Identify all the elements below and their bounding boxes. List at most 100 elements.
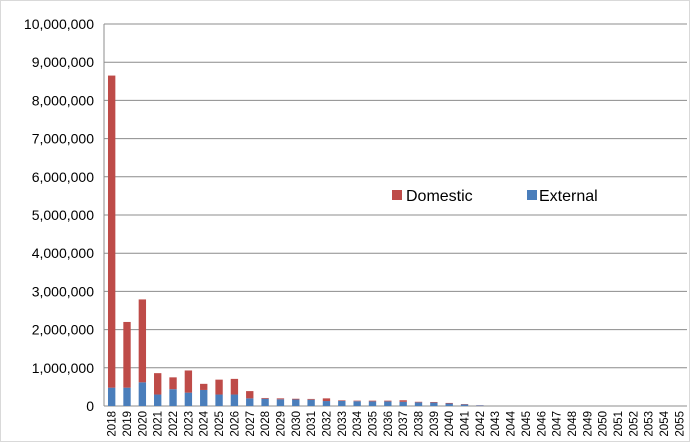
x-tick-label: 2035 bbox=[367, 411, 379, 437]
x-tick-label: 2032 bbox=[321, 411, 333, 437]
y-tick-label: 0 bbox=[86, 398, 94, 414]
x-tick-label: 2020 bbox=[137, 411, 149, 437]
x-tick-label: 2050 bbox=[598, 411, 610, 437]
legend-label-external: External bbox=[539, 188, 598, 205]
bar-domestic-2026 bbox=[231, 379, 238, 395]
bar-domestic-2028 bbox=[261, 398, 268, 399]
x-tick-label: 2052 bbox=[628, 411, 640, 437]
x-tick-label: 2051 bbox=[613, 411, 625, 437]
bar-external-2042 bbox=[476, 405, 483, 406]
bar-external-2039 bbox=[430, 403, 437, 406]
x-tick-label: 2038 bbox=[414, 411, 426, 437]
bar-domestic-2020 bbox=[139, 299, 146, 382]
x-tick-label: 2029 bbox=[275, 411, 287, 437]
y-tick-label: 2,000,000 bbox=[32, 322, 94, 338]
x-tick-label: 2031 bbox=[306, 411, 318, 437]
bar-domestic-2031 bbox=[307, 399, 314, 400]
y-tick-label: 3,000,000 bbox=[32, 283, 94, 299]
y-tick-label: 4,000,000 bbox=[32, 245, 94, 261]
x-tick-label: 2055 bbox=[674, 411, 686, 437]
bar-external-2041 bbox=[461, 404, 468, 406]
bar-external-2020 bbox=[139, 382, 146, 406]
x-tick-label: 2023 bbox=[183, 411, 195, 437]
x-tick-label: 2021 bbox=[153, 411, 165, 437]
bar-domestic-2018 bbox=[108, 76, 115, 388]
bar-external-2027 bbox=[246, 398, 253, 406]
bar-domestic-2036 bbox=[384, 401, 391, 402]
x-tick-label: 2022 bbox=[168, 411, 180, 437]
bar-external-2030 bbox=[292, 400, 299, 406]
bar-external-2018 bbox=[108, 388, 115, 406]
bar-external-2034 bbox=[353, 401, 360, 406]
x-tick-label: 2034 bbox=[352, 410, 364, 436]
bar-external-2035 bbox=[369, 401, 376, 406]
bar-external-2033 bbox=[338, 401, 345, 406]
y-axis-tick-labels: 0 1,000,000 2,000,000 3,000,000 4,000,000 5,0… bbox=[24, 16, 94, 414]
x-tick-label: 2024 bbox=[199, 410, 211, 436]
bar-external-2028 bbox=[261, 399, 268, 406]
bar-external-2022 bbox=[169, 389, 176, 406]
x-tick-label: 2053 bbox=[644, 411, 656, 437]
bar-external-2038 bbox=[415, 402, 422, 406]
bar-external-2026 bbox=[231, 395, 238, 406]
x-tick-label: 2054 bbox=[659, 410, 671, 436]
bar-domestic-2033 bbox=[338, 400, 345, 401]
x-tick-label: 2033 bbox=[337, 411, 349, 437]
bar-external-2025 bbox=[215, 395, 222, 406]
bar-external-2019 bbox=[123, 388, 130, 406]
bar-domestic-2035 bbox=[369, 401, 376, 402]
bar-domestic-2032 bbox=[323, 398, 330, 401]
y-tick-label: 10,000,000 bbox=[24, 16, 94, 32]
bar-domestic-2029 bbox=[277, 398, 284, 399]
x-tick-label: 2045 bbox=[521, 411, 533, 437]
bar-domestic-2038 bbox=[415, 402, 422, 403]
x-tick-label: 2044 bbox=[506, 410, 518, 436]
x-tick-label: 2026 bbox=[229, 411, 241, 437]
bar-domestic-2034 bbox=[353, 401, 360, 402]
x-tick-label: 2049 bbox=[582, 411, 594, 437]
bar-external-2021 bbox=[154, 395, 161, 406]
x-tick-label: 2047 bbox=[552, 411, 564, 437]
x-tick-label: 2039 bbox=[429, 411, 441, 437]
y-tick-label: 5,000,000 bbox=[32, 207, 94, 223]
y-tick-label: 6,000,000 bbox=[32, 169, 94, 185]
bar-external-2032 bbox=[323, 401, 330, 406]
bar-domestic-2024 bbox=[200, 384, 207, 390]
y-tick-label: 9,000,000 bbox=[32, 54, 94, 70]
bar-domestic-2030 bbox=[292, 399, 299, 400]
x-tick-label: 2042 bbox=[475, 411, 487, 437]
bar-external-2024 bbox=[200, 390, 207, 406]
bar-domestic-2019 bbox=[123, 322, 130, 388]
x-tick-label: 2048 bbox=[567, 411, 579, 437]
bar-domestic-2039 bbox=[430, 402, 437, 403]
x-tick-label: 2043 bbox=[490, 411, 502, 437]
x-tick-label: 2030 bbox=[291, 411, 303, 437]
bar-domestic-2023 bbox=[185, 370, 192, 392]
y-tick-label: 7,000,000 bbox=[32, 131, 94, 147]
x-tick-label: 2041 bbox=[460, 411, 472, 437]
y-tick-label: 8,000,000 bbox=[32, 92, 94, 108]
legend-swatch-domestic bbox=[392, 190, 402, 200]
x-tick-label: 2018 bbox=[107, 411, 119, 437]
y-tick-label: 1,000,000 bbox=[32, 360, 94, 376]
legend: Domestic External bbox=[392, 188, 598, 205]
x-tick-label: 2036 bbox=[383, 411, 395, 437]
x-tick-label: 2037 bbox=[398, 411, 410, 437]
bar-domestic-2021 bbox=[154, 373, 161, 394]
x-tick-label: 2025 bbox=[214, 411, 226, 437]
x-tick-label: 2028 bbox=[260, 411, 272, 437]
legend-swatch-external bbox=[527, 190, 537, 200]
bar-external-2031 bbox=[307, 400, 314, 406]
bar-domestic-2027 bbox=[246, 391, 253, 398]
bars bbox=[108, 76, 484, 406]
bar-external-2029 bbox=[277, 399, 284, 406]
bar-domestic-2022 bbox=[169, 377, 176, 389]
bar-external-2023 bbox=[185, 393, 192, 406]
bar-external-2037 bbox=[399, 402, 406, 406]
legend-label-domestic: Domestic bbox=[406, 188, 473, 205]
bar-external-2040 bbox=[446, 404, 453, 406]
bar-external-2036 bbox=[384, 401, 391, 406]
